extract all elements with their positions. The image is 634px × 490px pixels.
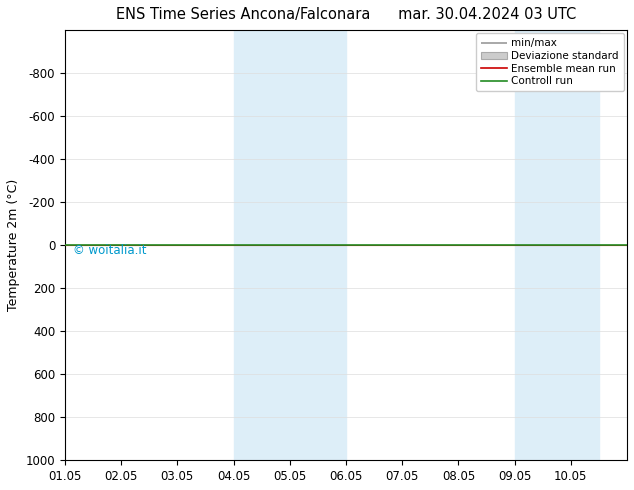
Text: © woitalia.it: © woitalia.it [74,245,147,257]
Title: ENS Time Series Ancona/Falconara      mar. 30.04.2024 03 UTC: ENS Time Series Ancona/Falconara mar. 30… [116,7,576,22]
Bar [515,30,599,460]
Bar [233,30,346,460]
Y-axis label: Temperature 2m (°C): Temperature 2m (°C) [7,179,20,311]
Legend: min/max, Deviazione standard, Ensemble mean run, Controll run: min/max, Deviazione standard, Ensemble m… [476,33,624,92]
